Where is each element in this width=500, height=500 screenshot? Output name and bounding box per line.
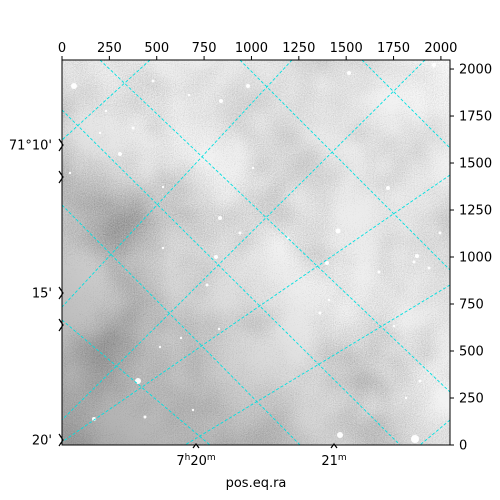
grid-line bbox=[239, 60, 450, 271]
star bbox=[386, 186, 390, 190]
grid-line bbox=[62, 174, 450, 443]
top-tick-label: 500 bbox=[144, 41, 169, 56]
star-field bbox=[68, 63, 442, 443]
ra-tick-label: 7h20m bbox=[176, 453, 215, 469]
star bbox=[161, 185, 165, 189]
dec-tick-label: 15' bbox=[32, 287, 52, 302]
grid-line bbox=[62, 319, 211, 445]
star bbox=[214, 255, 218, 259]
right-tick-label: 250 bbox=[459, 392, 484, 407]
dec-tick bbox=[58, 318, 64, 332]
star bbox=[325, 261, 329, 265]
grid-line bbox=[62, 60, 293, 308]
star bbox=[412, 260, 416, 264]
star bbox=[191, 408, 195, 412]
right-tick-label: 1750 bbox=[459, 110, 492, 125]
right-tick-label: 750 bbox=[459, 298, 484, 313]
star bbox=[415, 254, 419, 258]
top-tick-label: 1000 bbox=[235, 41, 268, 56]
star bbox=[238, 231, 242, 235]
grid-line bbox=[62, 60, 426, 421]
star bbox=[98, 131, 102, 135]
ra-tick-label: 21m bbox=[321, 453, 346, 469]
star bbox=[337, 432, 343, 438]
dec-tick-label: 71°10' bbox=[9, 139, 52, 154]
star bbox=[205, 283, 209, 287]
grid-line bbox=[361, 60, 450, 149]
grid-line bbox=[62, 204, 301, 445]
star bbox=[187, 93, 191, 97]
star bbox=[246, 84, 250, 88]
dec-tick bbox=[58, 286, 64, 300]
right-tick-label: 1000 bbox=[459, 251, 492, 266]
star bbox=[418, 379, 422, 383]
grid-line bbox=[99, 60, 450, 393]
top-tick-label: 750 bbox=[192, 41, 217, 56]
plot-frame bbox=[61, 59, 451, 446]
star bbox=[143, 415, 147, 419]
dec-tick bbox=[58, 170, 64, 184]
star bbox=[118, 152, 122, 156]
star bbox=[377, 270, 381, 274]
star bbox=[158, 345, 162, 349]
star bbox=[104, 109, 108, 113]
star bbox=[427, 266, 431, 270]
star bbox=[392, 324, 396, 328]
star bbox=[71, 83, 77, 89]
right-tick-label: 500 bbox=[459, 345, 484, 360]
pixel-axis-ticks: 0 250 500 750 1000 1250 1500 1750 2000 0 250 500 750… bbox=[58, 41, 492, 454]
world-axis-ticks: 7h20m 21m 71°10' 15' 20' bbox=[9, 139, 347, 470]
star bbox=[335, 228, 341, 234]
star bbox=[179, 336, 183, 340]
star bbox=[251, 166, 255, 170]
top-tick-label: 1250 bbox=[282, 41, 315, 56]
star bbox=[404, 396, 408, 400]
ra-tick bbox=[330, 443, 338, 449]
grid-line bbox=[419, 419, 450, 445]
star bbox=[217, 327, 221, 331]
top-tick-label: 250 bbox=[97, 41, 122, 56]
star bbox=[68, 171, 72, 175]
star bbox=[161, 246, 165, 250]
top-tick-label: 0 bbox=[58, 41, 66, 56]
star bbox=[432, 63, 436, 67]
star bbox=[327, 298, 331, 302]
star bbox=[131, 126, 135, 130]
right-tick-label: 1500 bbox=[459, 157, 492, 172]
dec-tick bbox=[58, 433, 64, 447]
right-tick-label: 0 bbox=[459, 439, 467, 454]
grid-line bbox=[184, 284, 450, 445]
star bbox=[318, 311, 322, 315]
dec-tick-label: 20' bbox=[32, 434, 52, 449]
grid-line bbox=[62, 109, 401, 445]
x-axis-label: pos.eq.ra bbox=[226, 476, 287, 491]
right-tick-label: 1250 bbox=[459, 204, 492, 219]
right-tick-label: 2000 bbox=[459, 63, 492, 78]
sky-image bbox=[62, 60, 450, 445]
star bbox=[151, 79, 155, 83]
star bbox=[411, 435, 419, 443]
star bbox=[135, 378, 141, 384]
ra-tick bbox=[192, 443, 200, 449]
star bbox=[347, 71, 351, 75]
star bbox=[219, 99, 223, 103]
coordinate-grid bbox=[62, 60, 450, 445]
top-tick-label: 1500 bbox=[330, 41, 363, 56]
top-tick-label: 2000 bbox=[424, 41, 457, 56]
star bbox=[218, 216, 222, 220]
star bbox=[92, 417, 96, 421]
star bbox=[438, 231, 442, 235]
top-tick-label: 1750 bbox=[377, 41, 410, 56]
dec-tick bbox=[58, 138, 64, 152]
